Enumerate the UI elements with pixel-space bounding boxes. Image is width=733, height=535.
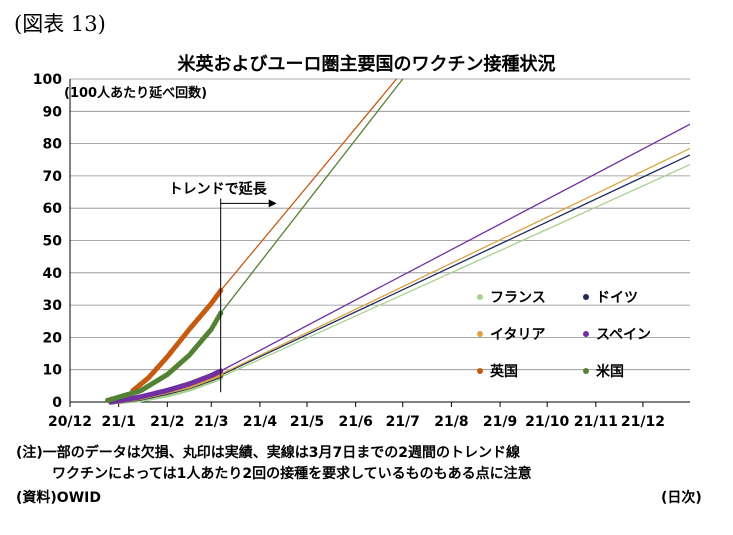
y-tick-label: 90 [43,104,63,120]
y-tick-label: 60 [43,201,63,217]
trend-annotation: トレンドで延長 [169,181,277,393]
legend-item-英国: 英国 [477,363,518,380]
trend-line-イタリア [220,147,690,375]
chart-title: 米英およびユーロ圏主要国のワクチン接種状況 [177,54,556,75]
x-tick-label: 21/7 [386,414,420,430]
x-axis-unit-label: (日次) [661,490,702,506]
x-tick-label: 21/8 [434,414,468,430]
x-tick-label: 21/9 [483,414,517,430]
legend-item-フランス: フランス [477,290,546,306]
legend-label: フランス [490,290,546,306]
legend-label: イタリア [490,327,545,343]
y-tick-label: 10 [43,363,63,379]
x-tick-label: 21/5 [290,414,324,430]
legend-item-ドイツ: ドイツ [583,290,638,306]
y-tick-label: 40 [43,266,63,282]
x-tick-label: 21/3 [194,414,228,430]
note-line-2: ワクチンによっては1人あたり2回の接種を要求しているものもある点に注意 [52,466,532,482]
legend-item-イタリア: イタリア [477,327,545,343]
legend-label: スペイン [596,327,651,343]
legend-marker [583,331,589,337]
legend-label: 米国 [596,363,624,380]
legend-label: ドイツ [596,290,638,306]
trend-line-ドイツ [220,154,690,376]
y-tick-label: 0 [52,395,62,411]
trend-line-フランス [220,164,690,378]
x-tick-label: 21/10 [525,414,569,430]
y-tick-label: 50 [43,234,63,250]
actual-series-英国 [130,287,224,394]
note-line-1: (注)一部のデータは欠損、丸印は実績、実線は3月7日までの2週間のトレンド線 [16,445,521,461]
annotation-label: トレンドで延長 [169,181,268,198]
y-tick-label: 100 [33,72,62,88]
y-tick-label: 30 [43,298,63,314]
actual-markers [105,287,224,405]
axes [69,79,690,407]
y-tick-label: 20 [43,330,63,346]
x-tick-label: 21/2 [150,414,184,430]
trend-line-スペイン [220,123,690,372]
x-tick-label: 20/12 [48,414,92,430]
x-tick-label: 21/1 [101,414,135,430]
legend-item-スペイン: スペイン [583,327,651,343]
legend-label: 英国 [489,363,518,380]
trend-line-英国 [220,79,397,291]
x-tick-label: 21/6 [338,414,372,430]
x-tick-label: 21/12 [621,414,665,430]
legend-marker [477,294,483,300]
x-tick-label: 21/4 [243,414,278,430]
trend-line-米国 [220,79,404,314]
legend-marker [583,368,589,374]
figure-label: (図表 13) [14,12,106,36]
y-tick-label: 70 [43,169,63,185]
actual-series-米国 [105,310,224,403]
y-axis-label: (100人あたり延べ回数) [64,85,207,101]
annotation-arrowhead [268,199,277,208]
legend-marker [477,331,483,337]
grid-lines [70,78,690,403]
legend-item-米国: 米国 [583,363,624,380]
legend-marker [477,368,483,374]
trend-lines [220,79,690,378]
x-tick-label: 21/11 [574,414,618,430]
tick-labels: 0 10 20 30 40 50 60 70 80 90 100 20/12 21/1 21/2 21/3 2… [33,72,665,430]
source-note: (資料)OWID [16,490,101,506]
y-tick-label: 80 [43,137,63,153]
legend-marker [583,294,589,300]
